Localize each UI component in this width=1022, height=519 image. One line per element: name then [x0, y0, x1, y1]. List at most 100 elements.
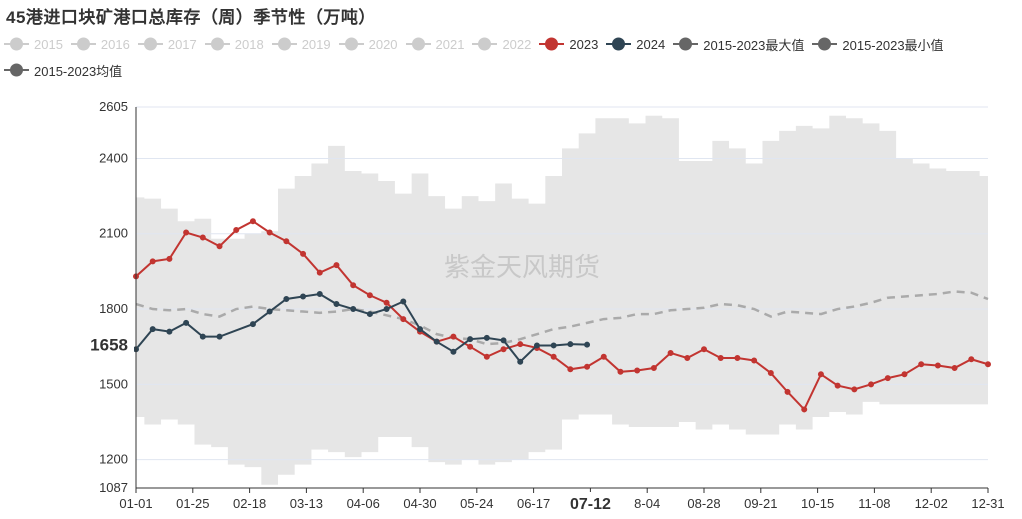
y-tick-label: 1500 [99, 376, 128, 391]
legend-marker-icon [472, 37, 498, 51]
data-point-2023 [868, 381, 875, 388]
legend-label: 2021 [435, 36, 465, 52]
data-point-2023 [550, 353, 557, 360]
x-tick-label: 04-30 [403, 496, 436, 511]
data-point-2023 [300, 250, 307, 257]
legend-marker-icon [338, 37, 364, 51]
legend-marker-icon [539, 37, 565, 51]
legend-label: 2015-2023均值 [34, 63, 123, 79]
data-point-2023 [834, 382, 841, 389]
legend-label: 2015-2023最小值 [842, 37, 944, 53]
data-point-2023 [266, 229, 273, 236]
data-point-2023 [934, 362, 941, 369]
data-point-2024 [450, 348, 457, 355]
data-point-2023 [684, 354, 691, 361]
x-tick-label: 12-31 [971, 496, 1004, 511]
x-tick-label: 02-18 [233, 496, 266, 511]
data-point-2024 [350, 306, 357, 313]
legend-item-2015[interactable]: 2015 [4, 34, 63, 54]
data-point-2024 [533, 342, 540, 349]
y-tick-label: 2100 [99, 226, 128, 241]
legend-label: 2022 [502, 36, 532, 52]
legend-item-2022[interactable]: 2022 [472, 34, 531, 54]
data-point-2024 [183, 319, 190, 326]
crosshair-x-label-box [562, 492, 619, 516]
data-point-2023 [233, 226, 240, 233]
data-point-2023 [467, 343, 474, 350]
legend-item-2015-2023最小值[interactable]: 2015-2023最小值 [812, 34, 944, 54]
data-point-2023 [851, 386, 858, 393]
legend-item-2015-2023均值[interactable]: 2015-2023均值 [4, 60, 122, 80]
legend-label: 2016 [100, 36, 130, 52]
data-point-2023 [901, 371, 908, 378]
data-point-2023 [717, 354, 724, 361]
data-point-2023 [166, 255, 173, 262]
legend-label: 2024 [636, 36, 666, 52]
data-point-2024 [517, 358, 524, 365]
y-tick-label: 1200 [99, 452, 128, 467]
x-tick-label: 10-15 [801, 496, 834, 511]
data-point-2023 [350, 282, 357, 289]
data-point-2023 [450, 333, 457, 340]
legend-item-2020[interactable]: 2020 [338, 34, 398, 54]
legend-item-2021[interactable]: 2021 [405, 34, 465, 54]
data-point-2023 [617, 368, 624, 375]
series-line-2023 [135, 220, 989, 412]
data-point-2024 [400, 298, 407, 305]
x-tick-label: 08-28 [687, 496, 720, 511]
data-point-2023 [985, 361, 991, 368]
min-max-range-band [136, 115, 988, 485]
data-point-2023 [333, 262, 340, 269]
legend-label: 2015 [34, 36, 63, 52]
data-point-2023 [199, 234, 206, 241]
data-point-2023 [383, 299, 390, 306]
legend-marker-icon [4, 37, 29, 51]
x-tick-label: 01-25 [176, 496, 209, 511]
data-point-2024 [333, 301, 340, 308]
legend-item-2017[interactable]: 2017 [137, 34, 197, 54]
data-point-2023 [183, 229, 190, 236]
x-tick-label: 01-01 [119, 496, 152, 511]
x-tick-label: 03-13 [290, 496, 323, 511]
data-point-2024 [433, 338, 440, 345]
legend-item-2024[interactable]: 2024 [606, 34, 665, 54]
data-point-2023 [734, 354, 741, 361]
crosshair-y-label: 1658 [90, 336, 128, 355]
legend-label: 2018 [234, 36, 264, 52]
data-point-2023 [884, 375, 891, 382]
x-tick-label: 12-02 [915, 496, 948, 511]
data-point-2023 [584, 363, 591, 370]
legend-marker-icon [405, 37, 431, 51]
data-point-2023 [751, 357, 758, 364]
y-tick-label: 1087 [99, 480, 128, 495]
legend-item-2015-2023最大值[interactable]: 2015-2023最大值 [673, 34, 804, 54]
legend-label: 2017 [167, 36, 197, 52]
data-point-2024 [483, 334, 490, 341]
data-point-2023 [483, 353, 490, 360]
legend-marker-icon [4, 63, 29, 77]
legend-item-2016[interactable]: 2016 [70, 34, 130, 54]
data-point-2023 [500, 346, 507, 353]
y-tick-label: 2400 [99, 150, 128, 165]
legend-marker-icon [271, 37, 297, 51]
legend-item-2019[interactable]: 2019 [271, 34, 331, 54]
legend-label: 2015-2023最大值 [703, 37, 805, 53]
data-point-2023 [951, 365, 958, 372]
data-point-2024 [316, 290, 323, 297]
data-point-2024 [383, 306, 390, 313]
data-point-2023 [283, 238, 290, 245]
data-point-2023 [149, 258, 156, 265]
y-tick-label: 2605 [99, 99, 128, 114]
data-point-2024 [249, 321, 256, 328]
x-tick-label: 09-21 [744, 496, 777, 511]
legend-item-2018[interactable]: 2018 [204, 34, 264, 54]
data-point-2023 [600, 353, 607, 360]
legend-marker-icon [137, 37, 163, 51]
data-point-2024 [550, 342, 557, 349]
watermark: 紫金天风期货 [444, 253, 600, 283]
data-point-2024 [166, 328, 173, 335]
y-tick-label: 1800 [99, 301, 128, 316]
data-point-2023 [517, 341, 524, 348]
legend-item-2023[interactable]: 2023 [539, 34, 598, 54]
